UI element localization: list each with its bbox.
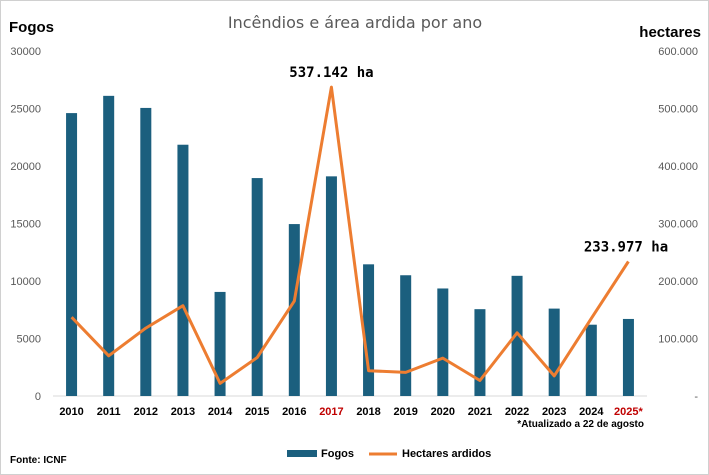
legend-label-hectares-ardidos: Hectares ardidos (402, 448, 491, 460)
x-tick-label: 2014 (208, 406, 233, 418)
bar-fogos-2022 (511, 275, 523, 396)
y-left-tick-label: 5000 (17, 334, 41, 346)
bar-fogos-2014 (214, 291, 226, 396)
legend: Fogos Hectares ardidos (287, 448, 491, 460)
bar-fogos-2010 (66, 113, 78, 396)
y-left-axis-title: Fogos (9, 19, 54, 36)
bar-fogos-2016 (288, 224, 300, 396)
y-left-tick-label: 10000 (10, 276, 41, 288)
x-tick-label: 2025* (614, 406, 643, 418)
y-left-tick-label: 20000 (10, 161, 41, 173)
bar-fogos-2011 (103, 95, 115, 396)
y-right-tick-label: 300.000 (658, 219, 698, 231)
y-right-tick-label: 500.000 (658, 104, 698, 116)
x-tick-label: 2012 (134, 406, 158, 418)
x-tick-label: 2020 (431, 406, 455, 418)
series-line-hectares-ardidos (70, 85, 630, 385)
y-right-tick-label: 100.000 (658, 334, 698, 346)
x-tick-label: 2011 (97, 406, 121, 418)
x-tick-label: 2013 (171, 406, 195, 418)
annotation-2025: 233.977 ha (584, 239, 668, 255)
update-note: *Atualizado a 22 de agosto (517, 419, 644, 430)
y-right-tick-label: 600.000 (658, 46, 698, 58)
x-tick-label: 2019 (393, 406, 417, 418)
legend-swatch-fogos (287, 450, 317, 457)
bar-fogos-2018 (363, 264, 375, 396)
x-tick-label: 2015 (245, 406, 269, 418)
y-right-tick-label: 200.000 (658, 276, 698, 288)
x-tick-label: 2021 (468, 406, 492, 418)
y-right-axis-title: hectares (639, 24, 701, 41)
source-label: Fonte: ICNF (10, 455, 67, 466)
annotation-2017: 537.142 ha (289, 65, 373, 81)
y-right-tick-label: - (694, 391, 698, 403)
bar-fogos-2021 (474, 309, 486, 396)
x-tick-label: 2024 (579, 406, 604, 418)
legend-label-fogos: Fogos (321, 448, 354, 460)
bar-fogos-2017 (325, 176, 337, 396)
chart-title: Incêndios e área ardida por ano (228, 13, 482, 32)
y-left-tick-label: 25000 (10, 104, 41, 116)
x-tick-label: 2023 (542, 406, 566, 418)
bar-fogos-2013 (177, 144, 189, 396)
y-left-tick-label: 30000 (10, 46, 41, 58)
x-tick-label: 2018 (356, 406, 380, 418)
bar-fogos-2012 (140, 107, 152, 397)
bar-fogos-2025 (622, 318, 634, 396)
bar-fogos-2019 (400, 275, 412, 396)
x-tick-label: 2022 (505, 406, 529, 418)
bar-fogos-2020 (437, 288, 449, 396)
bar-fogos-2015 (251, 178, 263, 396)
x-tick-label: 2017 (319, 406, 343, 418)
x-tick-label: 2010 (59, 406, 83, 418)
y-left-tick-label: 0 (35, 391, 41, 403)
bar-fogos-2024 (585, 324, 597, 396)
x-tick-label: 2016 (282, 406, 306, 418)
y-right-tick-label: 400.000 (658, 161, 698, 173)
y-left-tick-label: 15000 (10, 219, 41, 231)
bar-fogos-2023 (548, 308, 560, 396)
